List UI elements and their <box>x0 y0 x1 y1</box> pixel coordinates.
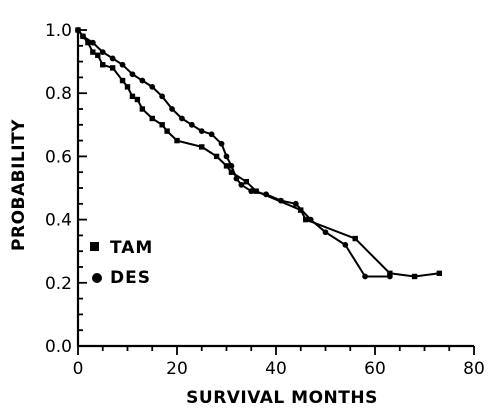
legend-label-des: DES <box>110 268 151 288</box>
data-point-tam <box>90 49 96 55</box>
data-point-tam <box>149 115 155 122</box>
legend: TAM DES <box>90 238 153 288</box>
data-point-des <box>89 39 96 46</box>
y-tick-label: 0.6 <box>45 147 72 167</box>
x-tick-label: 60 <box>364 359 386 379</box>
x-tick-label: 0 <box>73 359 84 379</box>
data-point-des <box>238 181 245 188</box>
legend-label-tam: TAM <box>110 238 153 258</box>
data-point-tam <box>253 188 259 194</box>
series-des <box>75 27 393 280</box>
data-point-des <box>307 216 314 223</box>
data-point-des <box>278 197 284 204</box>
data-point-tam <box>124 84 131 90</box>
x-axis-ticks: 0 20 40 60 80 <box>73 346 485 379</box>
data-point-des <box>149 83 156 90</box>
y-tick-label: 0.2 <box>45 274 72 294</box>
data-point-des <box>119 61 126 68</box>
data-point-des <box>80 33 86 40</box>
data-point-tam <box>199 144 205 150</box>
data-point-tam <box>411 273 418 280</box>
data-point-des <box>75 27 81 33</box>
x-tick-label: 40 <box>265 359 287 379</box>
data-point-des <box>223 153 230 160</box>
data-point-tam <box>303 216 309 223</box>
data-point-des <box>218 140 225 147</box>
y-tick-label: 0.0 <box>45 337 72 357</box>
data-point-tam <box>243 178 249 185</box>
series-layer <box>75 27 443 280</box>
data-point-tam <box>95 52 101 58</box>
y-axis-ticks: 0.0 0.2 0.4 0.6 0.8 1.0 <box>45 21 87 357</box>
data-point-des <box>322 229 329 236</box>
y-tick-label: 1.0 <box>45 21 72 41</box>
data-point-des <box>263 191 269 198</box>
y-tick-label: 0.8 <box>45 84 72 104</box>
data-point-des <box>169 106 175 112</box>
data-point-tam <box>129 93 136 100</box>
data-point-des <box>109 55 116 62</box>
data-point-tam <box>228 169 235 175</box>
data-point-tam <box>139 106 146 112</box>
data-point-tam <box>213 153 220 160</box>
x-tick-label: 80 <box>463 359 485 379</box>
data-point-des <box>362 273 368 280</box>
y-tick-label: 0.4 <box>45 211 72 231</box>
data-point-des <box>342 241 349 248</box>
legend-marker-tam <box>90 242 99 251</box>
data-point-des <box>179 115 185 122</box>
data-point-tam <box>174 137 180 144</box>
data-point-tam <box>134 96 141 103</box>
data-point-des <box>139 77 146 84</box>
data-point-tam <box>100 62 106 68</box>
data-point-tam <box>164 128 170 134</box>
data-point-tam <box>159 122 165 128</box>
data-point-des <box>292 200 299 207</box>
data-point-tam <box>85 39 91 46</box>
data-point-des <box>188 121 195 128</box>
data-point-tam <box>436 270 443 277</box>
data-point-tam <box>352 235 358 242</box>
data-point-des <box>228 162 235 169</box>
data-point-des <box>159 93 166 100</box>
data-point-tam <box>109 65 116 71</box>
data-point-des <box>386 273 393 280</box>
data-point-tam <box>387 270 393 277</box>
data-point-tam <box>223 163 230 169</box>
data-point-des <box>198 128 205 135</box>
legend-marker-des <box>92 273 102 283</box>
x-tick-label: 20 <box>166 359 188 379</box>
series-line-tam <box>77 29 440 278</box>
data-point-des <box>99 49 106 56</box>
data-point-des <box>129 71 136 78</box>
data-point-des <box>208 131 215 138</box>
axes <box>76 28 474 348</box>
data-point-des <box>233 175 240 182</box>
data-point-des <box>248 188 255 195</box>
y-axis-title: PROBABILITY <box>9 119 29 251</box>
data-point-tam <box>119 77 126 84</box>
x-axis-title: SURVIVAL MONTHS <box>186 388 378 408</box>
